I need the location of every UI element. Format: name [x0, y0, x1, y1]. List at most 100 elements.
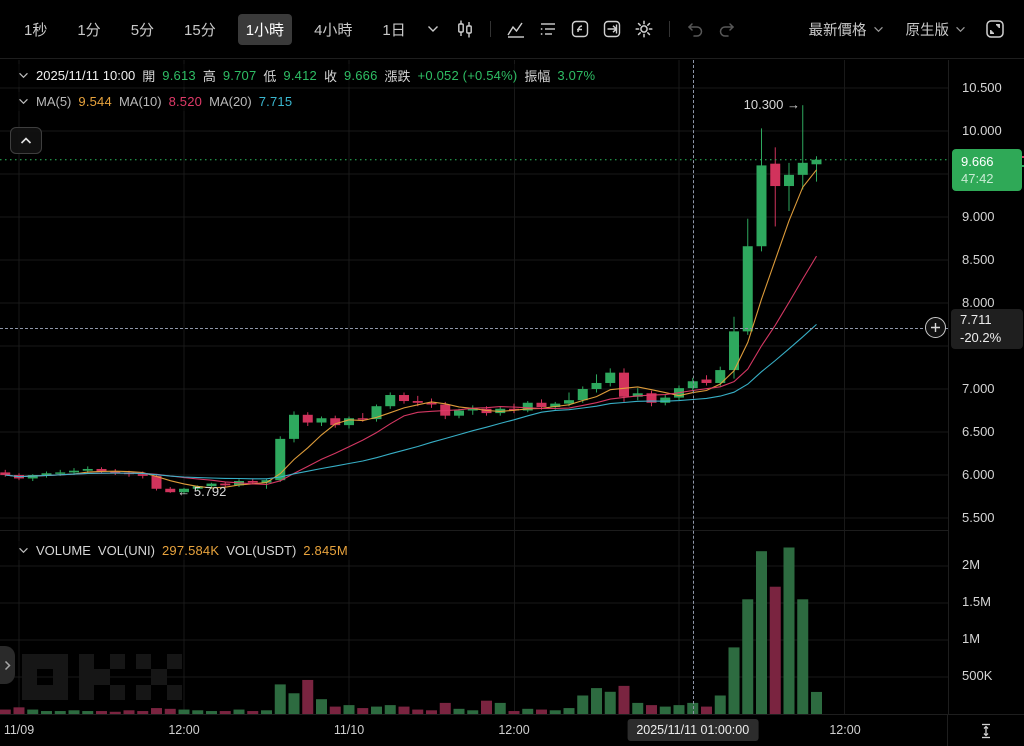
timeframe-button[interactable]: 1小時: [237, 13, 293, 45]
chevron-down-icon: [873, 26, 883, 32]
axis-scale-corner[interactable]: [947, 715, 1024, 746]
ma5-label: MA(5): [36, 94, 72, 109]
volume-axis-label: 1.5M: [962, 594, 991, 609]
ma5-value: 9.544: [78, 94, 112, 109]
ma10-line: [5, 255, 817, 486]
watermark-cell: [37, 669, 52, 684]
candle-body: [426, 402, 437, 405]
price-axis[interactable]: 9.666 47:42 7.711 -20.2% 10.500 10.000 9.0…: [948, 60, 1024, 714]
redo-icon[interactable]: [714, 16, 740, 42]
close-label: 收: [323, 69, 337, 84]
time-axis[interactable]: 2025/11/11 01:00:00 11/09 12:00 11/10 12:00…: [0, 714, 1024, 746]
watermark-cell: [22, 684, 38, 700]
price-axis-label: 8.500: [962, 252, 995, 267]
watermark-cell: [22, 654, 38, 670]
vol-base-label: VOL(UNI): [97, 543, 155, 558]
expand-sidebar-handle[interactable]: [0, 646, 15, 684]
crosshair-time-badge: 2025/11/11 01:00:00: [627, 719, 759, 741]
collapse-panel-button[interactable]: [10, 127, 42, 154]
change-value: +0.052 (+0.54%): [417, 68, 518, 83]
pane-divider[interactable]: [0, 530, 1024, 531]
collapse-chevron-icon[interactable]: [18, 98, 29, 105]
volume-bar: [384, 705, 396, 714]
volume-bar: [508, 711, 520, 714]
collapse-chevron-icon[interactable]: [18, 72, 29, 79]
candle-body: [412, 401, 423, 403]
candle-body: [137, 474, 148, 476]
candle-body: [357, 418, 368, 420]
volume-bar: [329, 706, 341, 714]
candle-body: [550, 403, 561, 408]
indicator-fx-icon[interactable]: [567, 16, 593, 42]
volume-bar: [426, 710, 437, 714]
timeframe-button[interactable]: 15分: [184, 21, 216, 39]
candle-body: [261, 480, 272, 483]
amplitude-value: 3.07%: [557, 68, 596, 83]
price-mode-dropdown[interactable]: 最新價格: [803, 15, 890, 44]
watermark-glyph: [136, 654, 182, 700]
volume-bar: [96, 711, 107, 714]
marked-high-annotation: 10.300 →: [743, 97, 800, 113]
candle-body: [289, 414, 299, 439]
watermark-cell: [94, 685, 109, 700]
candle-body: [69, 470, 79, 473]
volume-bar: [701, 706, 712, 714]
candle-body: [701, 379, 712, 383]
settings-gear-icon[interactable]: [631, 16, 657, 42]
toolbar-right-group: 最新價格 原生版: [803, 15, 1009, 44]
candle-body: [110, 471, 121, 473]
watermark-cell: [166, 654, 182, 670]
timeframe-button[interactable]: 1日: [382, 21, 406, 39]
ma10-value: 8.520: [168, 94, 203, 109]
fullscreen-icon[interactable]: [982, 16, 1008, 42]
candle-countdown: 47:42: [961, 170, 994, 186]
high-label: 高: [202, 69, 216, 84]
candle-body: [715, 370, 726, 383]
chevron-down-icon[interactable]: [420, 16, 446, 42]
vol-quote-label: VOL(USDT): [226, 543, 297, 558]
volume-bar: [371, 706, 382, 714]
vertical-scale-icon: [982, 723, 990, 738]
volume-bar: [261, 710, 272, 714]
low-value: 9.412: [283, 68, 317, 83]
volume-bar: [412, 709, 424, 714]
candle-body: [0, 472, 11, 475]
price-pane[interactable]: [0, 60, 948, 700]
open-value: 9.613: [162, 68, 196, 83]
watermark-cell: [151, 669, 167, 685]
candle-body: [811, 159, 822, 165]
ma10-label: MA(10): [118, 94, 162, 109]
candle-style-icon[interactable]: [452, 16, 478, 42]
volume-bar: [233, 709, 245, 714]
version-dropdown[interactable]: 原生版: [900, 15, 973, 44]
timeframe-button[interactable]: 4小時: [314, 21, 353, 39]
candle-body: [220, 483, 231, 486]
watermark-cell: [22, 669, 38, 685]
watermark-cell: [79, 669, 95, 685]
timeframe-button[interactable]: 1分: [77, 21, 101, 39]
candle-body: [41, 473, 52, 475]
watermark-cell: [52, 654, 68, 670]
crosshair-plus-icon[interactable]: [924, 317, 946, 339]
watermark-cell: [166, 684, 182, 700]
price-axis-label: 10.500: [962, 80, 1002, 95]
candle-body: [660, 397, 671, 403]
volume-bar: [659, 706, 671, 714]
chart-toolbar: 1秒 1分 5分 15分 1小時 4小時 1日: [0, 0, 1024, 59]
time-axis-label: 12:00: [829, 723, 861, 737]
volume-bar: [563, 708, 575, 714]
timeframe-group: 1秒 1分 5分 15分 1小時 4小時 1日: [16, 13, 414, 45]
display-settings-icon[interactable]: [535, 16, 561, 42]
timeframe-button[interactable]: 1秒: [24, 21, 48, 39]
compare-arrow-icon[interactable]: [599, 16, 625, 42]
indicator-line-icon[interactable]: [503, 16, 529, 42]
undo-icon[interactable]: [682, 16, 708, 42]
crosshair-change: -20.2%: [960, 329, 1002, 345]
collapse-chevron-icon[interactable]: [18, 547, 29, 554]
volume-bar: [522, 708, 534, 714]
volume-bar: [756, 551, 767, 714]
watermark-cell: [94, 669, 110, 685]
close-value: 9.666: [343, 68, 378, 83]
candle-body: [564, 400, 574, 404]
timeframe-button[interactable]: 5分: [130, 21, 155, 39]
